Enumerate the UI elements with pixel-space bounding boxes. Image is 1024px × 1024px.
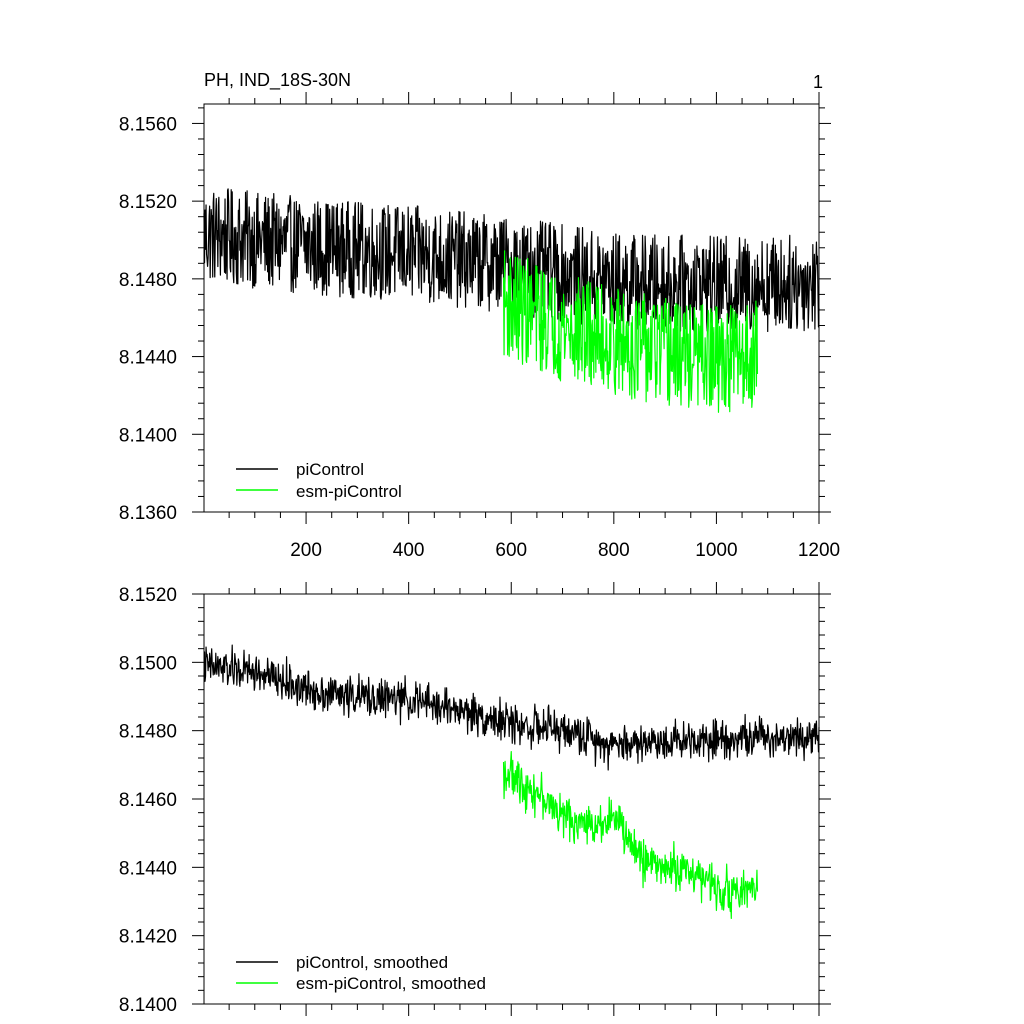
x-tick-label: 600 — [495, 540, 527, 561]
series-line-esm-picontrol-smoothed — [502, 751, 759, 920]
y-tick-label: 8.1520 — [119, 585, 177, 606]
y-tick-label: 8.1420 — [119, 927, 177, 948]
series-line-esm-picontrol — [502, 250, 759, 413]
x-tick-label: 1000 — [695, 540, 737, 561]
legend-entry-picontrol: piControl — [236, 460, 364, 479]
legend-label-picontrol-smoothed: piControl, smoothed — [296, 953, 448, 972]
legend-label-picontrol: piControl — [296, 460, 364, 479]
bottom-panel: 8.1400 8.1420 8.1440 8.1460 8.1480 8.1500 8.15… — [119, 582, 831, 1016]
legend-entry-picontrol-smoothed: piControl, smoothed — [236, 953, 448, 972]
panel-number-label: 1 — [813, 72, 823, 92]
legend-entry-esm-picontrol-smoothed: esm-piControl, smoothed — [236, 974, 486, 993]
y-tick-label: 8.1400 — [119, 995, 177, 1016]
legend-smoothed: piControl, smoothed esm-piControl, smoot… — [236, 953, 486, 993]
y-tick-label: 8.1440 — [119, 858, 177, 879]
legend-entry-esm-picontrol: esm-piControl — [236, 482, 402, 501]
y-tick-label: 8.1400 — [119, 425, 177, 446]
y-tick-label: 8.1480 — [119, 722, 177, 743]
series-line-picontrol-smoothed — [203, 644, 820, 771]
x-tick-label: 1200 — [798, 540, 840, 561]
chart-title: PH, IND_18S-30N — [204, 70, 351, 91]
y-tick-label: 8.1500 — [119, 653, 177, 674]
y-tick-label: 8.1360 — [119, 503, 177, 524]
x-tick-label: 800 — [598, 540, 630, 561]
legend: piControl esm-piControl — [236, 460, 402, 501]
y-tick-label: 8.1560 — [119, 114, 177, 135]
legend-label-esm-picontrol-smoothed: esm-piControl, smoothed — [296, 974, 486, 993]
y-tick-label: 8.1480 — [119, 270, 177, 291]
y-tick-label: 8.1440 — [119, 348, 177, 369]
x-tick-label: 400 — [393, 540, 425, 561]
plot-frame — [203, 593, 820, 1005]
x-tick-label: 200 — [290, 540, 322, 561]
top-panel: 200 400 600 800 1000 1200 8.1360 8.1400 8.1440 8.… — [119, 70, 840, 561]
y-tick-label: 8.1460 — [119, 790, 177, 811]
y-tick-label: 8.1520 — [119, 192, 177, 213]
legend-label-esm-picontrol: esm-piControl — [296, 482, 402, 501]
